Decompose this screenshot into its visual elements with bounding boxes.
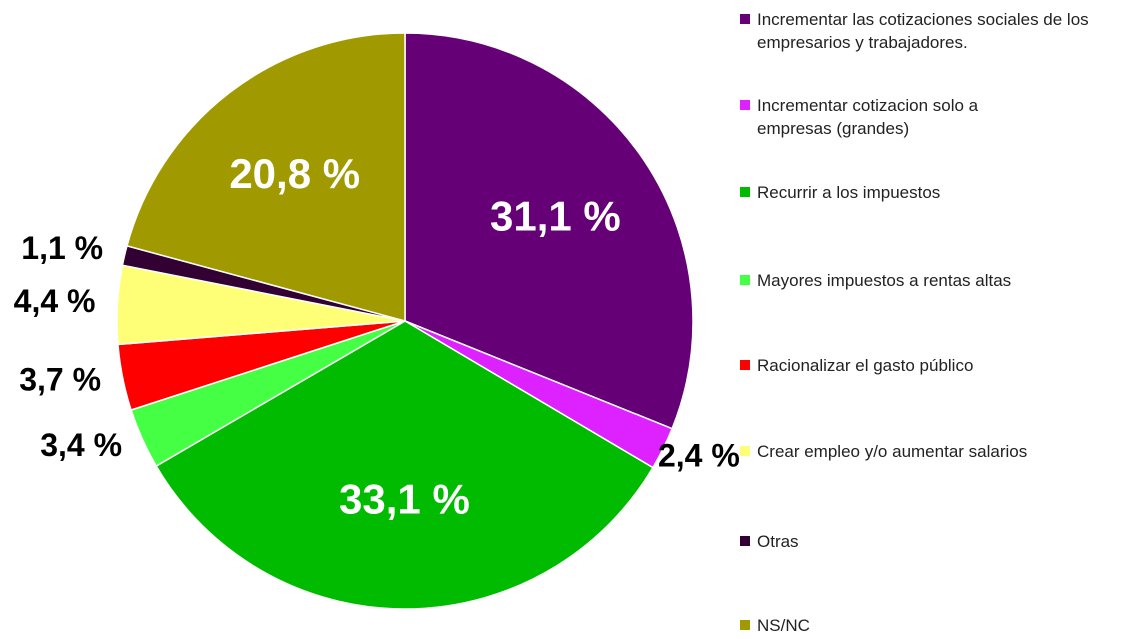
legend-item: Otras	[740, 530, 1127, 553]
legend-item: Incrementar las cotizaciones sociales de…	[740, 8, 1107, 54]
data-label: 3,4 %	[40, 427, 122, 463]
legend-swatch	[740, 536, 750, 546]
pie-slice	[126, 32, 406, 322]
legend-swatch	[740, 360, 750, 370]
legend-label: Incrementar las cotizaciones sociales de…	[757, 10, 1089, 52]
legend-label: Otras	[757, 532, 799, 551]
legend-label: Crear empleo y/o aumentar salarios	[757, 442, 1028, 461]
data-label: 20,8 %	[229, 150, 360, 197]
data-label: 1,1 %	[21, 230, 103, 266]
legend-label: Incrementar cotizacion solo a empresas (…	[757, 96, 979, 138]
legend-swatch	[740, 187, 750, 197]
legend-label: Recurrir a los impuestos	[757, 183, 941, 202]
legend-swatch	[740, 14, 750, 24]
data-label: 2,4 %	[658, 438, 740, 474]
legend-swatch	[740, 620, 750, 630]
legend-item: Mayores impuestos a rentas altas	[740, 269, 1127, 292]
legend-item: Recurrir a los impuestos	[740, 181, 1127, 204]
legend-item: Incrementar cotizacion solo a empresas (…	[740, 94, 1037, 140]
legend-item: Crear empleo y/o aumentar salarios	[740, 440, 1127, 463]
data-label: 4,4 %	[14, 283, 96, 319]
legend-label: NS/NC	[757, 616, 810, 635]
legend-label: Racionalizar el gasto público	[757, 356, 974, 375]
legend-swatch	[740, 100, 750, 110]
legend-item: NS/NC	[740, 614, 1127, 637]
legend-label: Mayores impuestos a rentas altas	[757, 271, 1012, 290]
pie-slice	[404, 32, 694, 430]
data-label: 31,1 %	[490, 193, 621, 240]
legend-item: Racionalizar el gasto público	[740, 354, 1127, 377]
pie-slice	[155, 320, 654, 610]
data-label: 3,7 %	[19, 361, 101, 397]
data-label: 33,1 %	[339, 476, 470, 523]
legend-swatch	[740, 446, 750, 456]
legend-swatch	[740, 275, 750, 285]
